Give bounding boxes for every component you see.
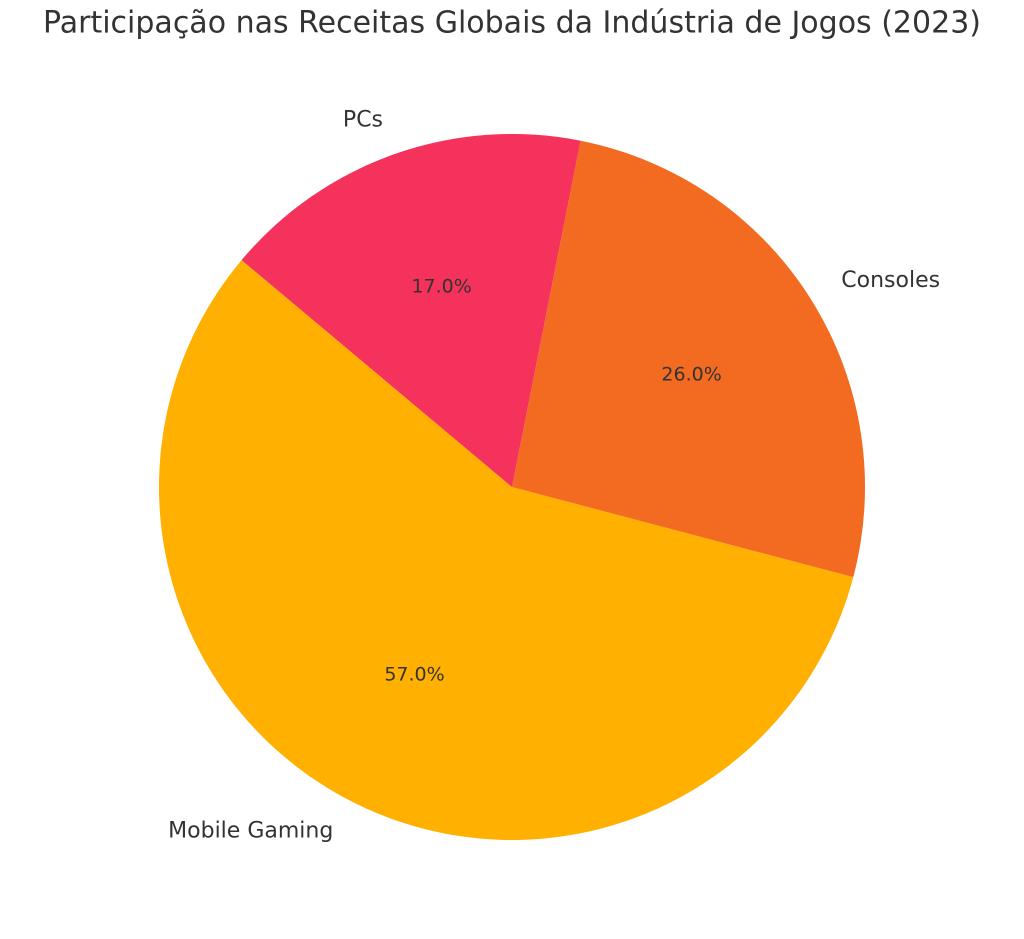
chart-title: Participação nas Receitas Globais da Ind… bbox=[43, 6, 981, 41]
value-label: 26.0% bbox=[661, 363, 721, 385]
pie-slice bbox=[241, 134, 581, 487]
slice-label: Mobile Gaming bbox=[168, 819, 333, 844]
value-label: 57.0% bbox=[384, 664, 444, 686]
pie-slice bbox=[158, 260, 854, 841]
value-label: 17.0% bbox=[411, 276, 471, 298]
pie-slice bbox=[512, 140, 865, 578]
slice-label: PCs bbox=[343, 108, 383, 133]
slice-label: Consoles bbox=[841, 268, 940, 293]
